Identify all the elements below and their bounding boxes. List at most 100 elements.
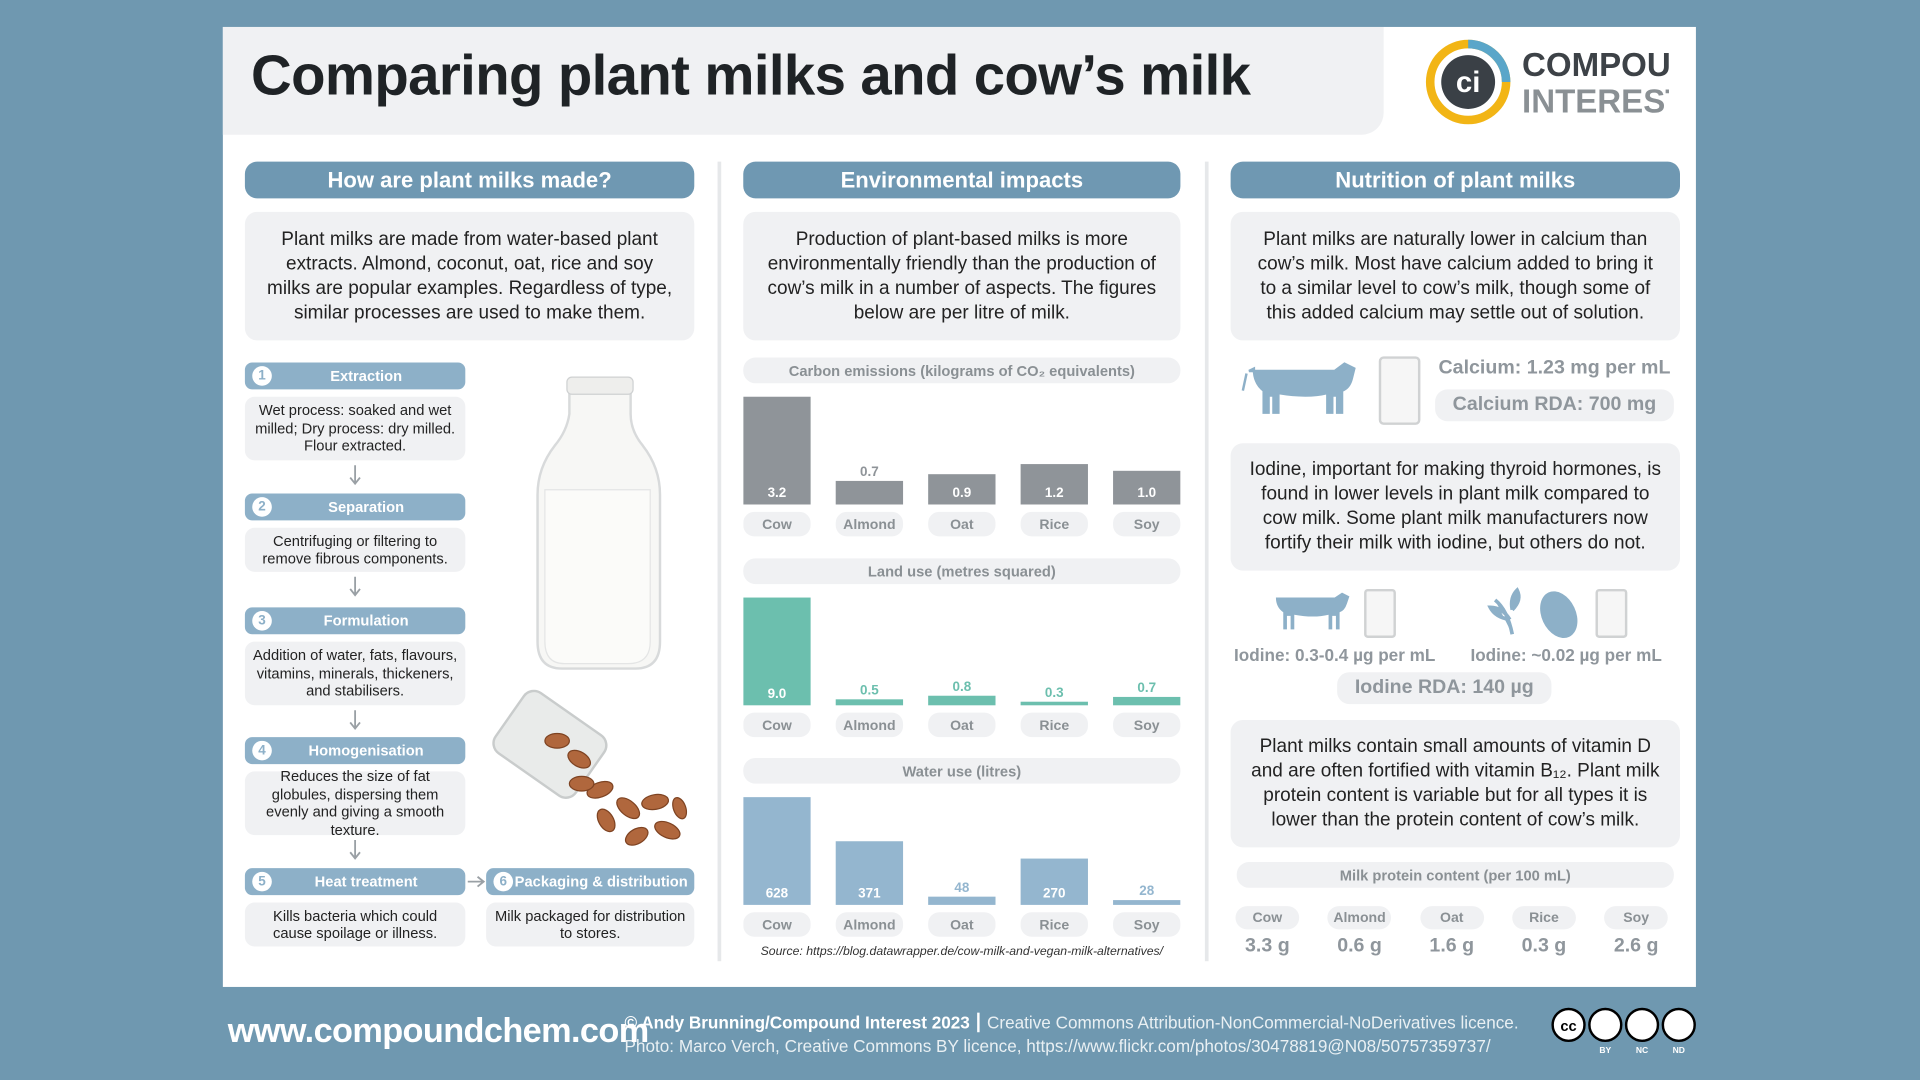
step-arrow: [349, 710, 361, 731]
almond: [624, 826, 649, 846]
step-number: 2: [252, 497, 272, 517]
credit: © Andy Brunning/Compound Interest 2023: [624, 1012, 980, 1033]
bar: [928, 896, 996, 905]
logo: ci COMPOUND INTEREST: [1425, 39, 1669, 125]
almond-icon: [1540, 591, 1578, 639]
category-label: Cow: [762, 916, 792, 932]
intro-text: Production of plant-based milks is more …: [743, 211, 1181, 341]
cc-badge: [1551, 1007, 1586, 1043]
illustration: [492, 376, 688, 846]
almond: [596, 808, 616, 833]
arrow: [349, 465, 361, 486]
bar: [928, 474, 996, 505]
title: Comparing plant milks and cow’s milk: [251, 42, 1251, 107]
almond: [567, 749, 592, 769]
category-label: Almond: [843, 717, 895, 733]
value-label: 28: [1139, 883, 1154, 898]
almond: [672, 796, 688, 820]
licence: Creative Commons Attribution-NonCommerci…: [986, 1012, 1519, 1033]
category-pill: [743, 712, 811, 738]
category-pill: [1020, 712, 1088, 738]
milk: [544, 489, 651, 665]
cc-badge: [1588, 1007, 1623, 1043]
value-label: 0.7: [1137, 680, 1156, 695]
bar: [835, 699, 904, 706]
category-pill: [1020, 912, 1088, 937]
category-label: Oat: [950, 516, 974, 532]
category-pill: [1113, 712, 1181, 738]
iodine-cow: Iodine: 0.3-0.4 µg per mL: [1234, 645, 1436, 665]
category-pill: [743, 511, 811, 537]
chart-title: Land use (metres squared): [743, 558, 1181, 585]
section-heading: How are plant milks made?: [244, 161, 695, 199]
bar-chart: 9.0 Cow 0.5 Almond 0.8 Oat 0.3 Rice 0.7 Soy: [743, 597, 1181, 738]
bar: [835, 841, 904, 905]
value-label: 1.0: [1137, 485, 1156, 500]
step-text: Centrifuging or filtering to remove fibr…: [244, 527, 466, 572]
category-label: Rice: [1039, 516, 1069, 532]
step-number: 4: [252, 740, 272, 761]
glass-icon: [1364, 588, 1396, 638]
logo-text: COMPOUND: [1522, 47, 1669, 84]
cc-badges: cc BY NC ND: [1551, 1007, 1696, 1055]
step-arrow: [349, 840, 361, 860]
cc-label: NC: [1636, 1045, 1648, 1055]
category-label: Almond: [843, 516, 895, 532]
protein-value: 2.6 g: [1613, 935, 1659, 957]
bar: [1020, 464, 1088, 505]
step-number: 5: [252, 871, 272, 892]
protein-title: Milk protein content (per 100 mL): [1236, 862, 1674, 888]
section-heading: Environmental impacts: [743, 161, 1181, 199]
category-pill: [835, 511, 904, 537]
bar: [1113, 470, 1181, 505]
bar: [1113, 900, 1181, 905]
intro-text: Plant milks contain small amounts of vit…: [1230, 720, 1681, 848]
step-heading: Heat treatment 5: [244, 868, 466, 896]
value-label: 371: [858, 886, 881, 901]
step-arrow: [349, 465, 361, 486]
bar: [1020, 701, 1088, 706]
almond: [544, 732, 571, 749]
logo-mark: ci: [1456, 66, 1481, 99]
value-label: 0.3: [1045, 685, 1064, 700]
intro-text: Iodine, important for making thyroid hor…: [1230, 443, 1681, 571]
protein-category: Cow: [1235, 906, 1300, 930]
step-number: 1: [252, 366, 272, 386]
almond: [616, 797, 641, 820]
step-arrow: [467, 876, 486, 888]
logo-core: [1441, 55, 1496, 109]
cow-icon: [1273, 592, 1350, 630]
step-heading: Separation 2: [244, 493, 466, 521]
iodine-icons: [1273, 587, 1628, 639]
value-label: 0.8: [952, 679, 971, 694]
arrow: [467, 876, 486, 888]
bar: [743, 597, 811, 706]
step-number: 6: [493, 871, 514, 892]
value-label: 270: [1043, 886, 1065, 901]
step-heading: Homogenisation 4: [244, 737, 466, 765]
category-label: Soy: [1134, 516, 1160, 532]
almond: [568, 775, 595, 792]
bar: [743, 797, 811, 905]
almond: [654, 820, 681, 840]
chart-title: Water use (litres): [743, 757, 1181, 784]
almond: [641, 793, 670, 811]
protein-value: 3.3 g: [1245, 935, 1290, 957]
category-label: Oat: [950, 916, 974, 932]
intro-text: Plant milks are naturally lower in calci…: [1230, 211, 1681, 341]
divider: [717, 161, 722, 962]
protein-category: Soy: [1604, 906, 1668, 930]
oat-icon: [1487, 587, 1521, 635]
protein-category: Almond: [1327, 906, 1392, 930]
category-pill: [835, 912, 904, 937]
bar-chart: 628 Cow 371 Almond 48 Oat 270 Rice 28 Soy: [743, 797, 1181, 937]
category-pill: [743, 912, 811, 937]
bar: [835, 480, 904, 505]
protein-value: 0.6 g: [1337, 935, 1382, 957]
step-text: Milk packaged for distribution to stores…: [486, 902, 695, 947]
category-pill: [835, 712, 904, 738]
arrow: [349, 576, 361, 597]
category-label: Oat: [950, 717, 974, 733]
title-band: [222, 26, 1384, 135]
